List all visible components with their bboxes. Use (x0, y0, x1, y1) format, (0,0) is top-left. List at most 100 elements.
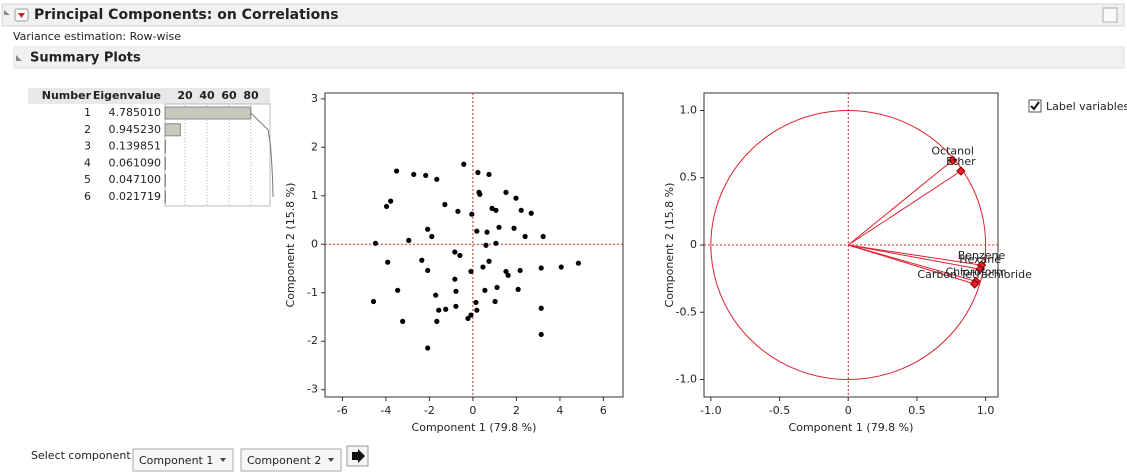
score-point (474, 228, 480, 234)
score-point (494, 284, 500, 291)
bar-frame (164, 103, 271, 207)
bar (164, 106, 252, 120)
score-point (489, 205, 495, 211)
x-tick-label: -1.0 (700, 404, 721, 417)
score-point (538, 305, 544, 311)
y-tick-label: 0 (690, 238, 697, 251)
score-point (493, 207, 499, 213)
score-point (503, 189, 509, 195)
score-point (465, 315, 471, 322)
loading-ray (848, 244, 981, 270)
x-tick-label: -4 (380, 404, 391, 417)
loading-point (947, 155, 958, 165)
score-point (385, 259, 391, 265)
score-point (540, 233, 546, 240)
score-point (493, 240, 499, 246)
y-tick-label: -3 (307, 383, 318, 396)
component-select[interactable] (240, 448, 342, 472)
score-point (496, 224, 502, 230)
score-point (370, 298, 377, 305)
score-point (480, 264, 486, 270)
score-point (434, 318, 440, 324)
y-tick-label: -1.0 (676, 373, 697, 386)
eigenvalue: 0.139851 (109, 140, 162, 153)
checkbox-label: Label variables (1046, 100, 1127, 113)
score-point (388, 198, 394, 204)
score-point (400, 318, 406, 324)
select-value: Component 1 (139, 454, 213, 467)
report-title: Principal Components: on Correlations (34, 7, 339, 23)
score-point (511, 225, 517, 231)
section-title: Summary Plots (30, 51, 141, 66)
score-point (518, 207, 524, 213)
y-tick-label: 1 (311, 189, 318, 202)
score-point (575, 260, 582, 266)
x-tick-label: 0 (469, 404, 476, 417)
score-point (429, 233, 435, 240)
score-point (411, 171, 417, 178)
score-point (558, 264, 564, 270)
y-tick-label: -1 (307, 286, 318, 299)
score-point (486, 171, 492, 178)
score-point (383, 203, 390, 210)
score-point (517, 267, 523, 274)
score-point (436, 307, 442, 313)
score-point (434, 176, 440, 182)
x-tick-label: -6 (337, 404, 348, 417)
score-point (468, 268, 474, 275)
disclosure-icon[interactable] (16, 55, 22, 61)
score-point (477, 191, 483, 197)
score-point (483, 242, 489, 248)
x-tick-label: -2 (424, 404, 435, 417)
loading-ray (848, 244, 975, 285)
score-point (486, 258, 492, 264)
score-point (475, 169, 481, 176)
score-point (406, 237, 412, 243)
y-tick-label: 1.0 (680, 103, 698, 116)
y-axis-label: Component 2 (15.8 %) (663, 183, 676, 308)
score-point (443, 306, 449, 312)
row-number: 6 (84, 190, 91, 203)
score-point (452, 276, 458, 282)
score-point (442, 201, 448, 208)
x-tick-label: 4 (556, 404, 563, 417)
section-header (13, 46, 1125, 69)
checkmark (1030, 101, 1040, 111)
y-tick-label: -2 (307, 334, 318, 347)
table-header-bg (28, 88, 270, 104)
variance-note: Variance estimation: Row-wise (13, 30, 181, 43)
score-point (474, 307, 480, 313)
score-point (457, 252, 463, 259)
score-point (468, 312, 474, 318)
disclosure-icon[interactable] (4, 10, 10, 15)
score-point (513, 195, 519, 201)
x-tick-label: 20 (177, 89, 193, 102)
select-value: Component 2 (247, 454, 321, 467)
variable-label: Carbon Tetrachloride (917, 268, 1032, 281)
dropdown-arrow (328, 458, 334, 462)
y-tick-label: 0 (311, 237, 318, 250)
x-tick-label: 80 (243, 89, 259, 102)
score-point (425, 226, 431, 232)
component-select[interactable] (132, 448, 234, 472)
row-number: 2 (84, 123, 91, 136)
pin-button[interactable] (1102, 7, 1118, 23)
plot-frame (324, 92, 624, 398)
score-point (393, 168, 400, 174)
y-tick-label: 2 (311, 140, 318, 153)
variable-label: Ether (946, 155, 976, 168)
row-number: 4 (84, 156, 91, 169)
y-tick-label: 0.5 (680, 171, 698, 184)
red-triangle (18, 13, 25, 18)
dropdown-arrow (220, 458, 226, 462)
score-point (492, 298, 498, 305)
score-point (452, 249, 458, 255)
score-point (372, 240, 379, 246)
variable-label: Chloroform (945, 265, 1006, 278)
score-point (528, 210, 534, 216)
loading-ray (847, 159, 953, 246)
score-point (505, 272, 511, 278)
row-number: 3 (84, 140, 91, 153)
loading-point (969, 279, 980, 289)
column-header: Eigenvalue (93, 89, 161, 102)
